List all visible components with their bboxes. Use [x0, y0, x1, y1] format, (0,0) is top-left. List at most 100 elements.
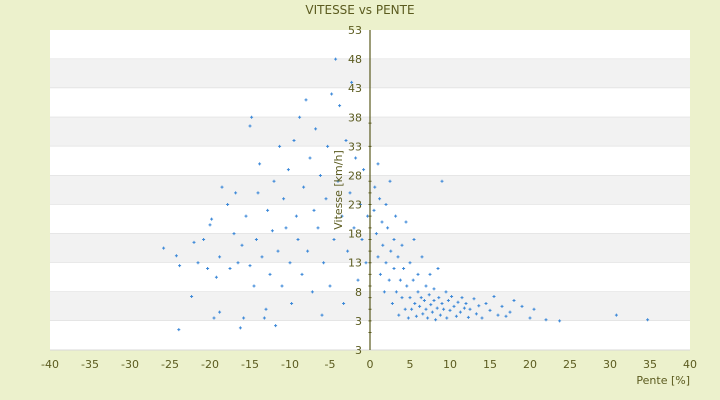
data-point: [444, 290, 448, 294]
data-point: [358, 203, 362, 207]
data-point: [411, 278, 415, 282]
data-point: [296, 237, 300, 241]
data-point: [400, 296, 404, 300]
data-point: [445, 316, 449, 320]
x-tick-label: -5: [325, 358, 336, 371]
data-point: [389, 249, 393, 253]
x-tick-label: -40: [41, 358, 59, 371]
data-point: [426, 316, 430, 320]
data-point: [392, 267, 396, 271]
data-point: [272, 179, 276, 183]
data-point: [302, 185, 306, 189]
data-point: [178, 264, 182, 268]
data-point: [264, 307, 268, 311]
data-point: [356, 278, 360, 282]
data-point: [352, 226, 356, 230]
data-point: [484, 301, 488, 305]
data-point: [394, 214, 398, 218]
x-tick-label: -25: [161, 358, 179, 371]
x-tick-label: -10: [281, 358, 299, 371]
data-point: [354, 156, 358, 160]
data-point: [228, 267, 232, 271]
data-point: [286, 168, 290, 172]
data-point: [416, 272, 420, 276]
data-point: [413, 301, 417, 305]
data-point: [436, 267, 440, 271]
data-point: [250, 115, 254, 119]
x-axis-label: Pente [%]: [636, 374, 690, 387]
data-point: [422, 299, 426, 303]
data-point: [330, 92, 334, 96]
data-point: [477, 304, 481, 308]
data-point: [387, 278, 391, 282]
data-point: [398, 278, 402, 282]
data-point: [456, 300, 460, 304]
data-point: [504, 314, 508, 318]
data-point: [429, 303, 433, 307]
data-point: [334, 57, 338, 61]
data-point: [418, 304, 422, 308]
data-point: [314, 127, 318, 131]
data-point: [416, 290, 420, 294]
data-point: [282, 197, 286, 201]
data-point: [480, 316, 484, 320]
data-point: [220, 185, 224, 189]
data-point: [435, 306, 439, 310]
data-point: [432, 287, 436, 291]
data-point: [344, 139, 348, 143]
data-point: [408, 261, 412, 265]
data-point: [234, 191, 238, 195]
data-point: [419, 296, 423, 300]
x-tick-label: 40: [683, 358, 697, 371]
data-point: [512, 299, 516, 303]
data-point: [544, 318, 548, 322]
data-point: [432, 299, 436, 303]
y-tick-label: 38: [348, 111, 362, 124]
data-point: [376, 255, 380, 259]
x-tick-label: -20: [201, 358, 219, 371]
data-point: [378, 197, 382, 201]
data-point: [312, 208, 316, 212]
data-point: [270, 229, 274, 233]
data-point: [308, 156, 312, 160]
data-point: [454, 314, 458, 318]
data-point: [373, 185, 377, 189]
data-point: [218, 310, 222, 314]
data-point: [474, 312, 478, 316]
data-point: [508, 310, 512, 314]
data-point: [424, 307, 428, 311]
data-point: [214, 275, 218, 279]
data-point: [310, 290, 314, 294]
data-point: [402, 267, 406, 271]
data-point: [400, 243, 404, 247]
y-tick-label: 13: [348, 257, 362, 270]
data-point: [410, 307, 414, 311]
x-tick-label: -15: [241, 358, 259, 371]
y-tick-label: 18: [348, 228, 362, 241]
data-point: [280, 284, 284, 288]
data-point: [290, 301, 294, 305]
chart-title: VITESSE vs PENTE: [305, 3, 415, 17]
data-point: [342, 301, 346, 305]
data-point: [294, 214, 298, 218]
data-point: [392, 237, 396, 241]
y-tick-label: 28: [348, 169, 362, 182]
y-tick-label: 48: [348, 53, 362, 66]
x-tick-label: 30: [603, 358, 617, 371]
data-point: [404, 220, 408, 224]
data-point: [304, 98, 308, 102]
data-point: [614, 313, 618, 317]
data-point: [380, 220, 384, 224]
data-point: [268, 272, 272, 276]
data-point: [348, 191, 352, 195]
x-tick-label: 35: [643, 358, 657, 371]
data-point: [242, 316, 246, 320]
data-point: [332, 237, 336, 241]
y-tick-label: 53: [348, 24, 362, 37]
data-point: [442, 307, 446, 311]
data-point: [460, 296, 464, 300]
data-point: [174, 254, 178, 258]
data-point: [362, 168, 366, 172]
data-point: [468, 307, 472, 311]
data-point: [177, 328, 181, 332]
